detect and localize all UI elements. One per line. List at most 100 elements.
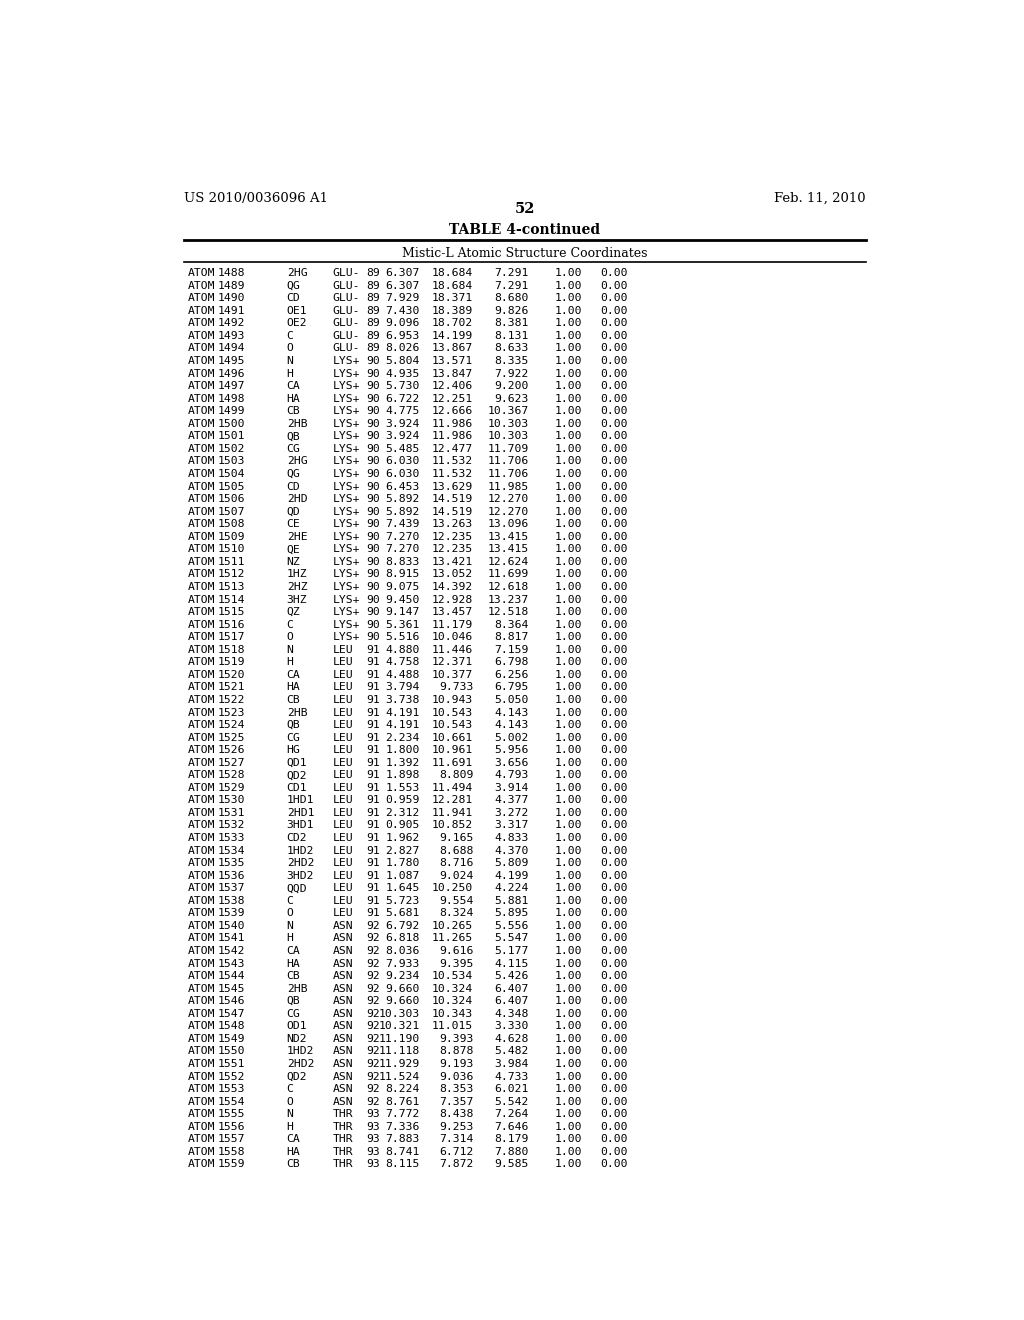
Text: 1530: 1530 <box>218 796 246 805</box>
Text: 1.00: 1.00 <box>554 708 582 718</box>
Text: ASN: ASN <box>333 933 353 944</box>
Text: 6.798: 6.798 <box>495 657 528 668</box>
Text: 10.367: 10.367 <box>487 407 528 416</box>
Text: 1.962: 1.962 <box>386 833 420 843</box>
Text: 5.547: 5.547 <box>495 933 528 944</box>
Text: 0.00: 0.00 <box>600 833 628 843</box>
Text: ATOM: ATOM <box>187 469 215 479</box>
Text: 0.00: 0.00 <box>600 682 628 693</box>
Text: 1558: 1558 <box>218 1147 246 1156</box>
Text: 1.00: 1.00 <box>554 758 582 768</box>
Text: 5.881: 5.881 <box>495 896 528 906</box>
Text: C: C <box>287 619 294 630</box>
Text: GLU-: GLU- <box>333 268 360 279</box>
Text: 0.00: 0.00 <box>600 457 628 466</box>
Text: 13.571: 13.571 <box>432 356 473 366</box>
Text: 2HD2: 2HD2 <box>287 1059 314 1069</box>
Text: 12.251: 12.251 <box>432 393 473 404</box>
Text: 4.199: 4.199 <box>495 871 528 880</box>
Text: QD2: QD2 <box>287 1072 307 1081</box>
Text: 90: 90 <box>367 368 380 379</box>
Text: ATOM: ATOM <box>187 796 215 805</box>
Text: 0.905: 0.905 <box>386 821 420 830</box>
Text: ATOM: ATOM <box>187 1097 215 1106</box>
Text: 91: 91 <box>367 657 380 668</box>
Text: LYS+: LYS+ <box>333 607 360 616</box>
Text: 1.00: 1.00 <box>554 958 582 969</box>
Text: HG: HG <box>287 746 300 755</box>
Text: 0.00: 0.00 <box>600 846 628 855</box>
Text: 1535: 1535 <box>218 858 246 869</box>
Text: 90: 90 <box>367 594 380 605</box>
Text: ATOM: ATOM <box>187 544 215 554</box>
Text: 4.775: 4.775 <box>386 407 420 416</box>
Text: CD: CD <box>287 482 300 491</box>
Text: 12.618: 12.618 <box>487 582 528 591</box>
Text: 91: 91 <box>367 896 380 906</box>
Text: 1.00: 1.00 <box>554 657 582 668</box>
Text: 11.929: 11.929 <box>379 1059 420 1069</box>
Text: 1.00: 1.00 <box>554 457 582 466</box>
Text: 0.00: 0.00 <box>600 619 628 630</box>
Text: 1534: 1534 <box>218 846 246 855</box>
Text: 2HB: 2HB <box>287 418 307 429</box>
Text: 7.159: 7.159 <box>495 644 528 655</box>
Text: LYS+: LYS+ <box>333 393 360 404</box>
Text: 1488: 1488 <box>218 268 246 279</box>
Text: ATOM: ATOM <box>187 808 215 818</box>
Text: 3HD2: 3HD2 <box>287 871 314 880</box>
Text: 0.00: 0.00 <box>600 1147 628 1156</box>
Text: 1.00: 1.00 <box>554 821 582 830</box>
Text: 92: 92 <box>367 933 380 944</box>
Text: 6.030: 6.030 <box>386 469 420 479</box>
Text: LEU: LEU <box>333 796 353 805</box>
Text: 93: 93 <box>367 1122 380 1131</box>
Text: 4.191: 4.191 <box>386 708 420 718</box>
Text: 1.00: 1.00 <box>554 721 582 730</box>
Text: 1532: 1532 <box>218 821 246 830</box>
Text: 12.235: 12.235 <box>432 532 473 541</box>
Text: 12.270: 12.270 <box>487 507 528 516</box>
Text: 1527: 1527 <box>218 758 246 768</box>
Text: 1HD1: 1HD1 <box>287 796 314 805</box>
Text: ATOM: ATOM <box>187 1072 215 1081</box>
Text: 8.688: 8.688 <box>439 846 473 855</box>
Text: 6.722: 6.722 <box>386 393 420 404</box>
Text: 1.00: 1.00 <box>554 921 582 931</box>
Text: 7.357: 7.357 <box>439 1097 473 1106</box>
Text: LEU: LEU <box>333 644 353 655</box>
Text: 1.00: 1.00 <box>554 268 582 279</box>
Text: 1.00: 1.00 <box>554 557 582 566</box>
Text: ASN: ASN <box>333 1022 353 1031</box>
Text: 3.656: 3.656 <box>495 758 528 768</box>
Text: 11.524: 11.524 <box>379 1072 420 1081</box>
Text: 90: 90 <box>367 494 380 504</box>
Text: 1.00: 1.00 <box>554 331 582 341</box>
Text: 9.253: 9.253 <box>439 1122 473 1131</box>
Text: 90: 90 <box>367 469 380 479</box>
Text: 12.281: 12.281 <box>432 796 473 805</box>
Text: 5.542: 5.542 <box>495 1097 528 1106</box>
Text: 93: 93 <box>367 1159 380 1170</box>
Text: THR: THR <box>333 1159 353 1170</box>
Text: 12.371: 12.371 <box>432 657 473 668</box>
Text: 7.270: 7.270 <box>386 532 420 541</box>
Text: 1.00: 1.00 <box>554 883 582 894</box>
Text: 1559: 1559 <box>218 1159 246 1170</box>
Text: ATOM: ATOM <box>187 1159 215 1170</box>
Text: 9.585: 9.585 <box>495 1159 528 1170</box>
Text: 12.270: 12.270 <box>487 494 528 504</box>
Text: 0.00: 0.00 <box>600 519 628 529</box>
Text: 1502: 1502 <box>218 444 246 454</box>
Text: 9.200: 9.200 <box>495 381 528 391</box>
Text: 92: 92 <box>367 997 380 1006</box>
Text: 3.330: 3.330 <box>495 1022 528 1031</box>
Text: 2HD: 2HD <box>287 494 307 504</box>
Text: 91: 91 <box>367 694 380 705</box>
Text: 0.00: 0.00 <box>600 494 628 504</box>
Text: 1.00: 1.00 <box>554 946 582 956</box>
Text: LYS+: LYS+ <box>333 557 360 566</box>
Text: 90: 90 <box>367 544 380 554</box>
Text: ASN: ASN <box>333 1059 353 1069</box>
Text: ATOM: ATOM <box>187 569 215 579</box>
